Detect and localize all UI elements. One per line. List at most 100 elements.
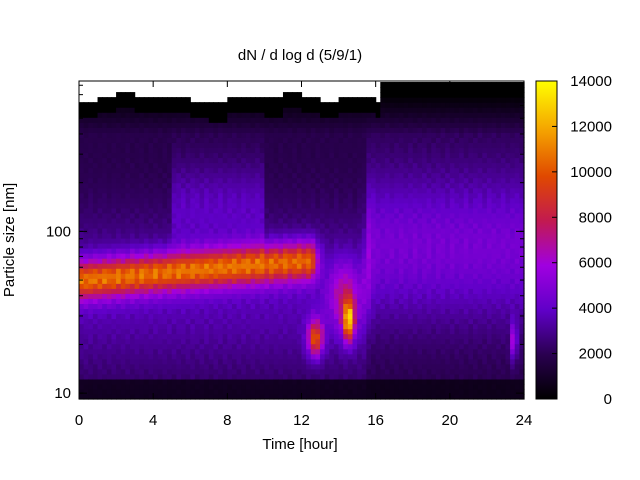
heatmap-cell (194, 147, 201, 154)
heatmap-cell (227, 368, 233, 375)
heatmap-cell (139, 323, 145, 330)
heatmap-cell (301, 353, 307, 360)
heatmap-cell (176, 373, 182, 380)
heatmap-cell (398, 348, 405, 355)
heatmap-cell (208, 182, 215, 189)
heatmap-cell (338, 323, 344, 330)
heatmap-cell (245, 368, 252, 375)
heatmap-cell (264, 232, 270, 239)
heatmap-cell (315, 237, 321, 244)
heatmap-cell (204, 298, 210, 304)
heatmap-cell (153, 383, 159, 390)
heatmap-cell (380, 202, 386, 209)
heatmap-cell (343, 107, 349, 113)
heatmap-cell (366, 217, 372, 224)
heatmap-cell (111, 162, 117, 169)
heatmap-cell (380, 313, 386, 320)
heatmap-cell (116, 313, 122, 320)
heatmap-cell (222, 232, 228, 239)
heatmap-cell (454, 353, 460, 360)
heatmap-cell (106, 318, 113, 325)
heatmap-cell (180, 202, 187, 209)
heatmap-cell (352, 323, 358, 330)
heatmap-cell (148, 142, 154, 149)
heatmap-cell (384, 167, 391, 174)
heatmap-cell (241, 167, 247, 174)
heatmap-cell (287, 162, 293, 169)
heatmap-cell (324, 102, 330, 108)
heatmap-cell (315, 263, 321, 269)
heatmap-cell (92, 212, 99, 219)
heatmap-cell (408, 243, 414, 249)
heatmap-cell (310, 227, 317, 234)
heatmap-cell (213, 383, 219, 390)
heatmap-cell (371, 343, 377, 350)
heatmap-cell (255, 157, 261, 164)
heatmap-cell (180, 313, 187, 320)
heatmap-cell (278, 137, 284, 143)
heatmap-cell (190, 293, 196, 299)
heatmap-cell (440, 177, 446, 184)
heatmap-cell (153, 258, 159, 264)
heatmap-cell (79, 348, 85, 355)
heatmap-cell (440, 222, 446, 229)
heatmap-cell (287, 358, 293, 365)
heatmap-cell (301, 253, 307, 259)
heatmap-cell (236, 102, 242, 108)
heatmap-cell (213, 308, 219, 315)
heatmap-cell (162, 97, 168, 103)
heatmap-cell (92, 298, 99, 304)
heatmap-cell (306, 97, 312, 103)
heatmap-cell (218, 137, 224, 143)
heatmap-cell (157, 202, 164, 209)
heatmap-cell (227, 102, 233, 108)
heatmap-cell (449, 323, 456, 330)
heatmap-cell (301, 303, 307, 310)
heatmap-cell (157, 122, 164, 128)
heatmap-cell (403, 127, 409, 133)
heatmap-cell (352, 142, 358, 149)
heatmap-cell (449, 217, 456, 224)
heatmap-cell (190, 122, 196, 128)
heatmap-cell (422, 182, 428, 189)
heatmap-cell (292, 268, 298, 274)
heatmap-cell (167, 127, 173, 133)
heatmap-cell (204, 152, 210, 159)
heatmap-cell (324, 182, 330, 189)
heatmap-cell (343, 122, 349, 128)
heatmap-cell (371, 318, 377, 325)
heatmap-cell (143, 338, 150, 345)
heatmap-cell (231, 137, 238, 143)
heatmap-cell (241, 202, 247, 209)
heatmap-cell (213, 142, 219, 149)
heatmap-cell (171, 373, 177, 380)
heatmap-cell (422, 313, 428, 320)
heatmap-cell (412, 142, 418, 149)
heatmap-cell (153, 338, 159, 345)
heatmap-cell (185, 232, 191, 239)
heatmap-cell (352, 182, 358, 189)
heatmap-cell (92, 117, 99, 123)
heatmap-cell (180, 222, 187, 229)
heatmap-cell (245, 298, 252, 304)
heatmap-cell (153, 288, 159, 294)
heatmap-cell (236, 253, 242, 259)
heatmap-cell (306, 243, 312, 249)
heatmap-cell (236, 207, 242, 214)
heatmap-cell (445, 333, 451, 340)
heatmap-cell (422, 237, 428, 244)
heatmap-cell (269, 112, 275, 118)
heatmap-cell (222, 227, 228, 234)
heatmap-cell (167, 328, 173, 335)
heatmap-cell (143, 323, 150, 330)
heatmap-cell (301, 323, 307, 330)
heatmap-cell (296, 102, 303, 108)
heatmap-cell (422, 142, 428, 149)
heatmap-cell (431, 363, 437, 370)
heatmap-cell (250, 288, 256, 294)
heatmap-cell (213, 172, 219, 179)
heatmap-cell (375, 122, 381, 128)
heatmap-cell (139, 202, 145, 209)
heatmap-cell (222, 368, 228, 375)
heatmap-cell (190, 177, 196, 184)
